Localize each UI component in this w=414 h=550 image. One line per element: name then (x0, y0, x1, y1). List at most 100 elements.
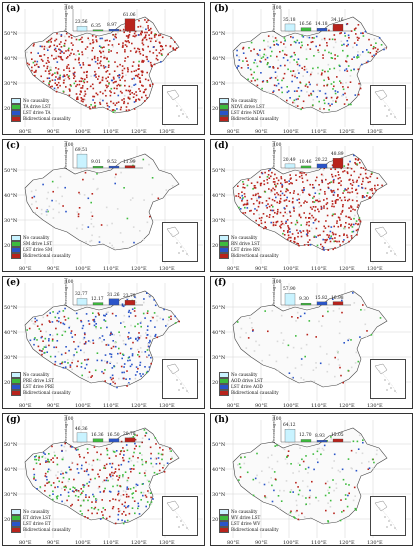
latitude-label: 40°N (4, 330, 18, 336)
bar-y-tick: 100 (273, 143, 282, 148)
legend-swatch (11, 527, 21, 533)
legend-label: No causality (23, 509, 50, 515)
longitude-label: 120°E (131, 540, 147, 546)
legend-swatch (11, 116, 21, 122)
legend-item: RN drive LST (219, 241, 279, 247)
legend-swatch (11, 253, 21, 259)
latitude-label: 30°N (212, 81, 226, 87)
legend-label: SM drive LST (23, 241, 53, 247)
bar-bidir (124, 165, 136, 169)
legend-label: LST drive SM (23, 247, 53, 253)
bar-value-label: 8.97 (107, 23, 117, 29)
legend-swatch (219, 390, 229, 396)
bar-value-label: 23.79 (123, 294, 136, 300)
longitude-label: 100°E (75, 129, 91, 135)
legend-item: Bidirectional causality (11, 253, 71, 259)
latitude-label: 30°N (212, 492, 226, 498)
longitude-label: 130°E (367, 129, 383, 135)
legend-swatch (219, 253, 229, 259)
legend-swatch (219, 515, 229, 521)
bar-y-label: Percentage(%) (63, 414, 68, 443)
map-legend: No causality SM drive LST LST drive SM Bidi… (11, 235, 71, 259)
bar-value-label: 48.89 (331, 152, 344, 158)
causality-pixels (236, 23, 387, 111)
map-svg (13, 9, 203, 127)
map-legend: No causality WV drive LST LST drive WV Bidi… (219, 509, 279, 533)
bar-value-label: 32.77 (75, 292, 88, 298)
panel-label: (a) (6, 4, 21, 14)
legend-item: NDVI drive LST (219, 104, 279, 110)
latitude-label: 20°N (4, 106, 17, 112)
legend-swatch (219, 378, 229, 384)
bar-y-tick: 100 (273, 6, 282, 11)
legend-item: AOD drive LST (219, 378, 279, 384)
map-panel: 20.49 10.46 20.22 48.89 100 Percentage(%) (d) 5… (210, 139, 413, 272)
legend-item: No causality (11, 509, 71, 515)
longitude-label: 80°E (19, 403, 32, 409)
bar-y-tick: 100 (65, 143, 74, 148)
legend-label: AOD drive LST (231, 378, 263, 384)
bar-value-label: 20.22 (315, 157, 328, 163)
legend-label: LST drive TA (23, 110, 51, 116)
map-svg (13, 283, 203, 401)
percentage-bar-chart (280, 283, 351, 306)
legend-swatch (11, 235, 21, 241)
longitude-label: 80°E (19, 540, 32, 546)
longitude-label: 80°E (19, 266, 32, 272)
bar-y-label: Percentage(%) (271, 277, 276, 306)
legend-label: No causality (231, 372, 258, 378)
bar-lst_drive (316, 301, 328, 306)
latitude-label: 50°N (4, 442, 18, 448)
latitude-label: 50°N (212, 442, 226, 448)
legend-item: PRE drive LST (11, 378, 71, 384)
panel-label: (b) (214, 4, 229, 14)
map-panel: 23.56 6.35 8.97 61.06 100 Percentage(%) (a) 50°… (2, 2, 205, 135)
legend-label: Bidirectional causality (23, 253, 71, 259)
bar-value-label: 12.70 (299, 433, 312, 439)
longitude-label: 80°E (227, 403, 240, 409)
map-svg (221, 420, 411, 538)
legend-label: RN drive LST (231, 241, 260, 247)
legend-swatch (11, 104, 21, 110)
legend-label: NDVI drive LST (231, 104, 265, 110)
bar-value-label: 64.12 (283, 423, 296, 429)
panel-label: (c) (6, 141, 20, 151)
bar-value-label: 6.35 (91, 23, 101, 29)
bar-y-tick: 100 (65, 280, 74, 285)
legend-item: Bidirectional causality (219, 527, 279, 533)
legend-swatch (219, 521, 229, 527)
legend-item: LST drive TA (11, 110, 71, 116)
legend-swatch (219, 509, 229, 515)
panel-label: (g) (6, 415, 21, 425)
longitude-label: 90°E (47, 266, 60, 272)
bar-y-label: Percentage(%) (63, 140, 68, 169)
longitude-label: 130°E (159, 266, 175, 272)
bar-bidir (332, 24, 344, 32)
longitude-label: 120°E (131, 266, 147, 272)
map-legend: No causality PRE drive LST LST drive PRE Bi… (11, 372, 71, 396)
bar-lst_drive (108, 165, 120, 169)
longitude-label: 90°E (255, 129, 268, 135)
latitude-label: 40°N (4, 467, 18, 473)
bar-bidir (332, 158, 344, 169)
longitude-label: 100°E (75, 266, 91, 272)
legend-label: Bidirectional causality (231, 390, 279, 396)
longitude-label: 120°E (339, 129, 355, 135)
legend-swatch (11, 247, 21, 253)
south-china-sea-inset (370, 496, 406, 536)
legend-item: Bidirectional causality (219, 390, 279, 396)
panel-label: (h) (214, 415, 230, 425)
legend-item: WV drive LST (219, 515, 279, 521)
bar-none (76, 153, 88, 169)
causality-pixels (32, 429, 173, 525)
percentage-bar-chart (280, 420, 351, 443)
bar-bidir (124, 18, 136, 32)
bar-value-label: 9.30 (299, 297, 309, 303)
bar-lst_drive (316, 28, 328, 32)
bar-value-label: 20.78 (123, 431, 136, 437)
causality-pixels (235, 154, 383, 251)
bar-bidir (332, 301, 344, 306)
bar-lst_drive (108, 438, 120, 443)
legend-label: No causality (231, 98, 258, 104)
map-legend: No causality AOD drive LST LST drive AOD Bi… (219, 372, 279, 396)
